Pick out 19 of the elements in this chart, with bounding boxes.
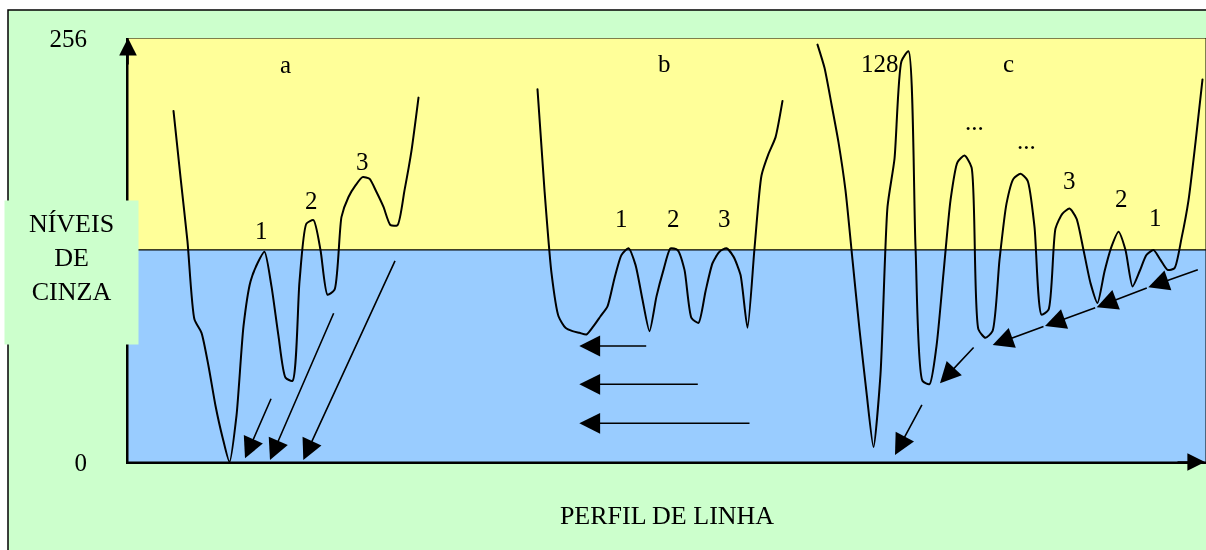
annotation: a [280,51,292,78]
annotation: c [1003,50,1015,77]
annotation: 2 [1115,185,1128,212]
annotation: 1 [255,217,268,244]
annotation: 3 [356,148,369,175]
x-axis-title: PERFIL DE LINHA [559,501,775,531]
annotation: 2 [305,187,318,214]
annotation: 1 [1149,204,1162,231]
y-axis-title: NÍVEIS DE CINZA [28,209,115,306]
annotation: 1 [615,205,628,232]
annotation: 3 [1063,167,1076,194]
annotation: b [658,50,671,77]
y-tick-label: 0 [74,448,87,476]
annotation: 3 [718,205,731,232]
annotation: ... [1017,127,1036,154]
annotation: 2 [667,205,680,232]
y-tick-label: 256 [49,24,87,52]
annotation: ... [965,108,984,135]
annotation: 128 [861,50,899,77]
